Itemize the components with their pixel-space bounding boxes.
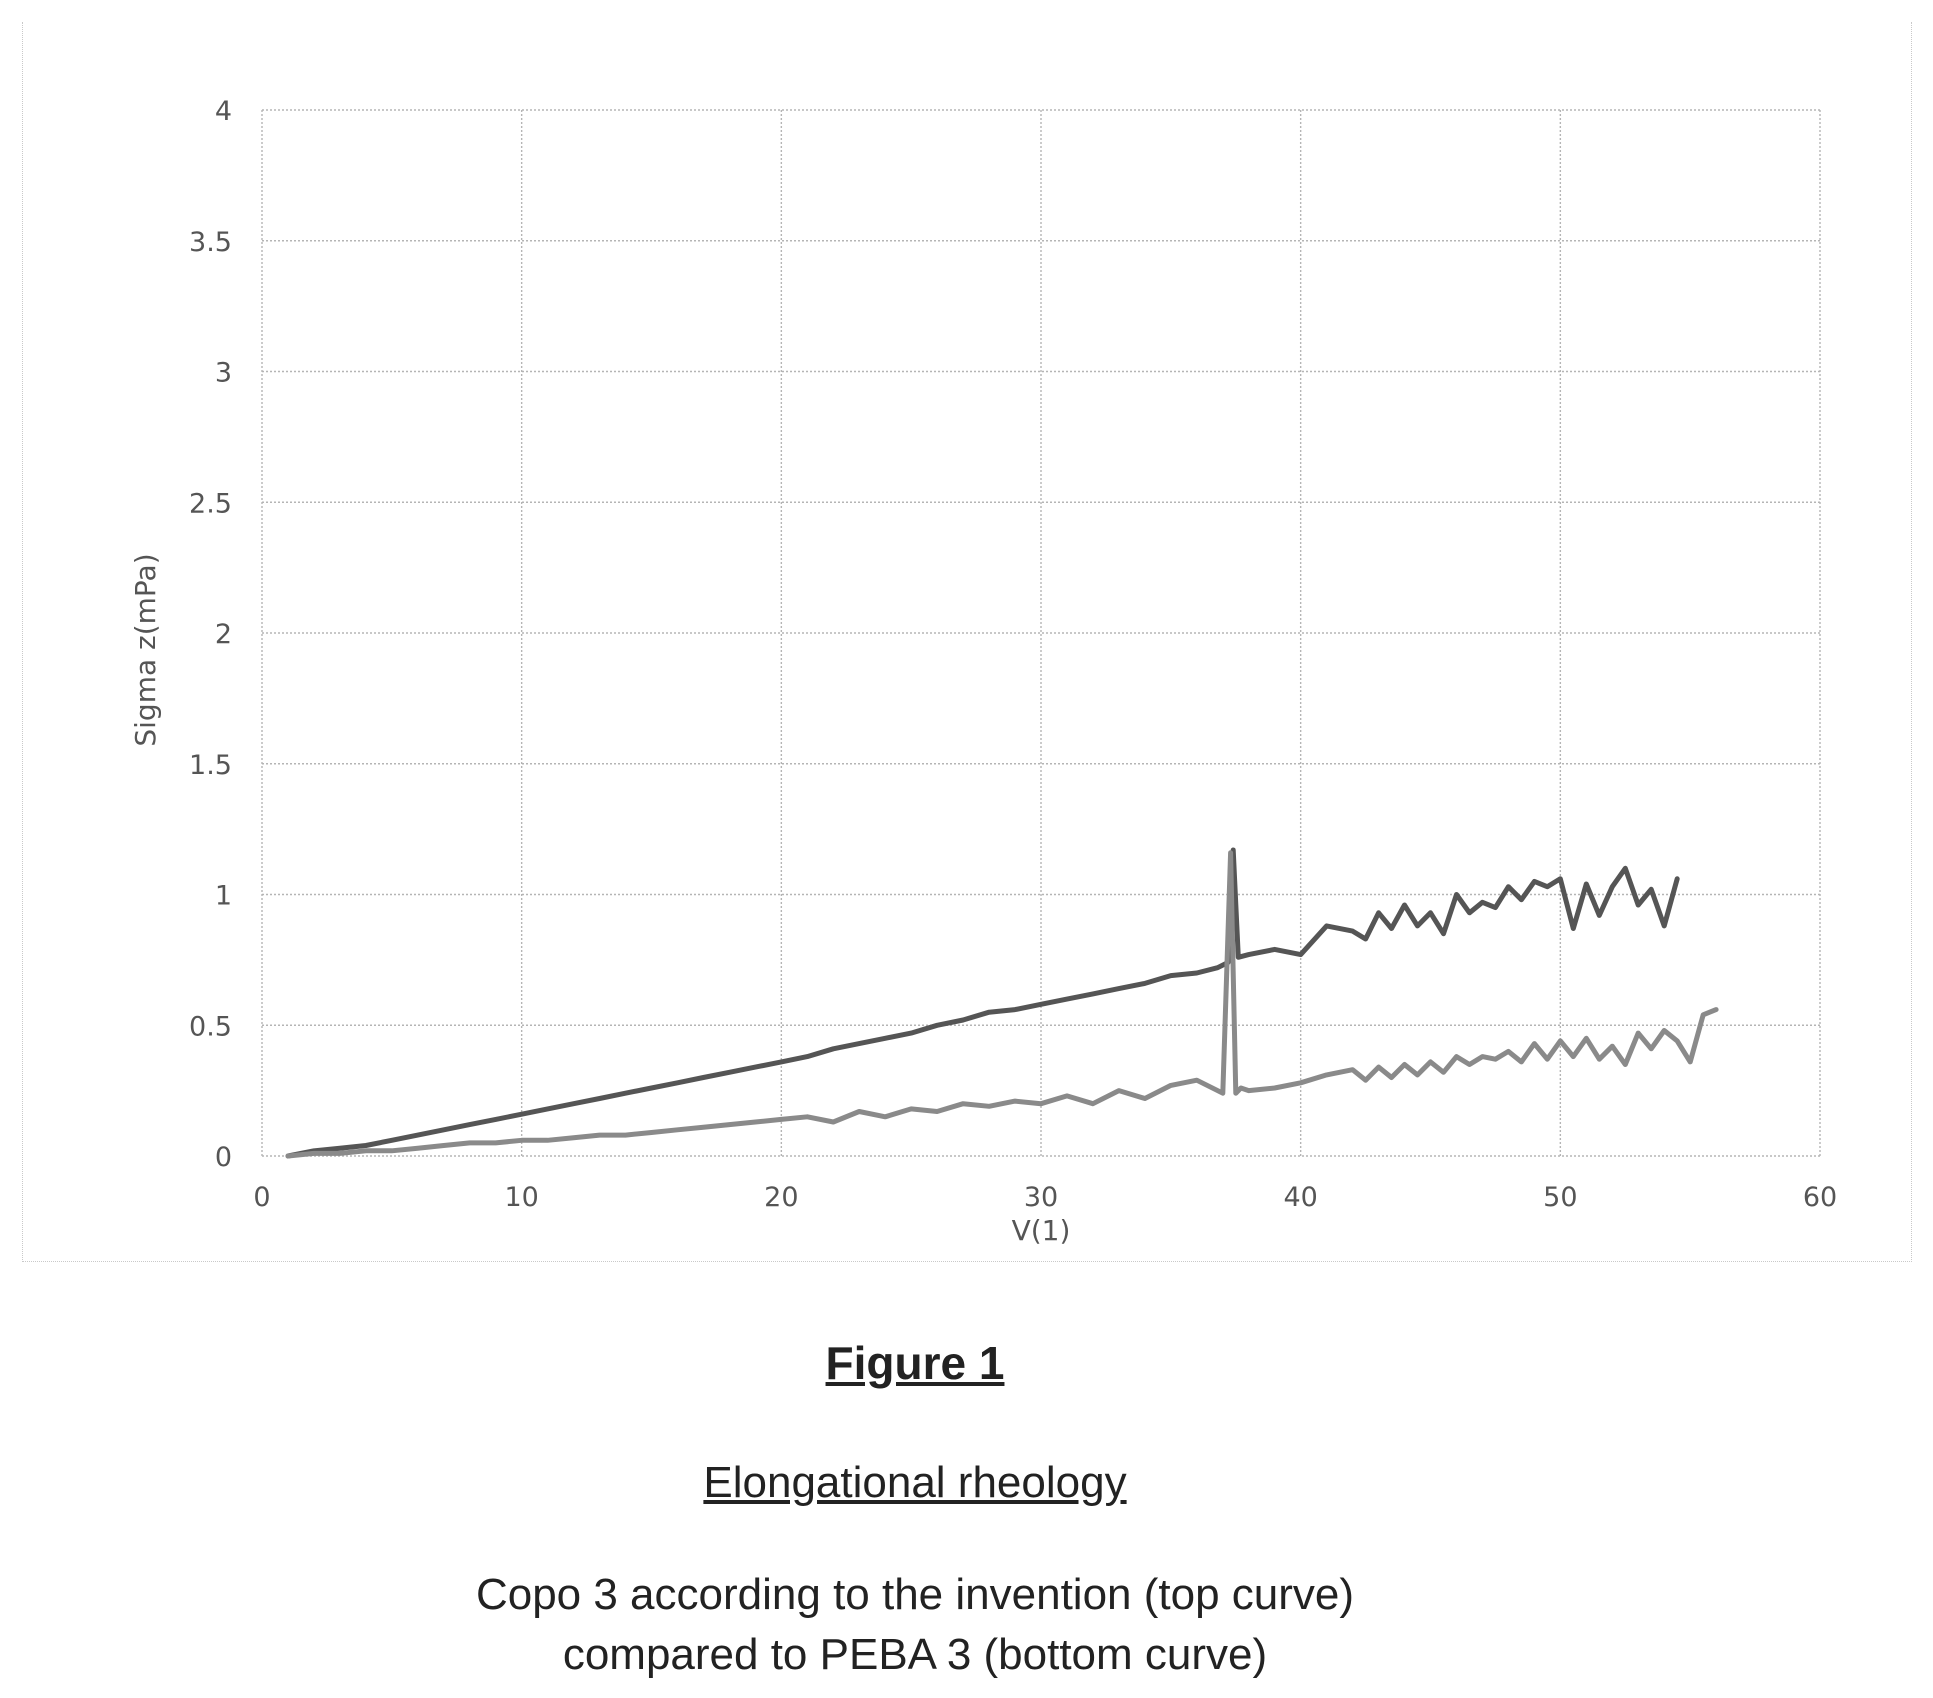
x-tick-label: 0 (253, 1182, 270, 1213)
grid-layer (261, 109, 1821, 1157)
y-axis-title: Sigma z(mPa) (129, 553, 162, 746)
chart-frame (22, 22, 1912, 1262)
x-tick-label: 10 (504, 1182, 538, 1213)
x-tick-label: 50 (1543, 1182, 1577, 1213)
x-tick-label: 40 (1283, 1182, 1317, 1213)
x-tick-label: 60 (1803, 1182, 1837, 1213)
y-tick-label: 4 (215, 96, 232, 127)
y-tick-label: 2 (215, 619, 232, 650)
figure-title: Elongational rheology (703, 1458, 1127, 1507)
series-line-top-curve (285, 847, 1680, 1159)
figure-description-line-2: compared to PEBA 3 (bottom curve) (562, 1630, 1268, 1679)
x-tick-label: 20 (764, 1182, 798, 1213)
y-tick-label: 2.5 (189, 488, 232, 519)
y-tick-label: 0 (215, 1142, 232, 1173)
y-tick-label: 3 (215, 358, 232, 389)
series-layer (285, 847, 1719, 1159)
x-axis-title: V(1) (1012, 1214, 1071, 1247)
y-tick-label: 3.5 (189, 227, 232, 258)
y-tick-label: 1.5 (189, 750, 232, 781)
x-tick-label: 30 (1024, 1182, 1058, 1213)
line-chart: 00.511.522.533.540 10 20 30 40 50 60 V(1) Sigm… (129, 96, 1837, 1247)
tick-labels: 00.511.522.533.540 10 20 30 40 50 60 (189, 96, 1837, 1213)
figure-description-line-1: Copo 3 according to the invention (top c… (475, 1570, 1355, 1619)
y-tick-label: 1 (215, 881, 232, 912)
figure-label: Figure 1 (825, 1337, 1005, 1389)
series-line-bottom-curve (285, 850, 1719, 1159)
y-tick-label: 0.5 (189, 1011, 232, 1042)
